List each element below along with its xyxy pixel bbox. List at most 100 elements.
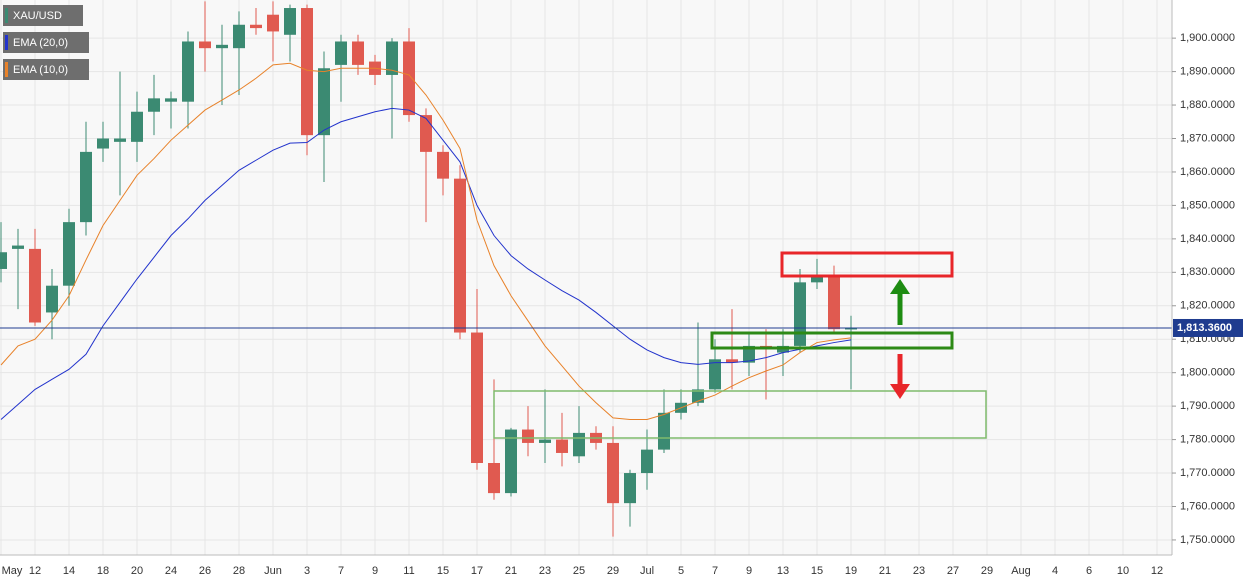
candle-body — [556, 439, 568, 453]
candle-body — [403, 41, 415, 116]
legend-label: EMA (10,0) — [13, 64, 68, 76]
candle-body — [726, 359, 738, 363]
candle-body — [692, 389, 704, 403]
candle-body — [335, 41, 347, 65]
candle-body — [352, 41, 364, 65]
candle-body — [794, 282, 806, 346]
x-tick-label: 17 — [471, 565, 483, 577]
y-tick-label: 1,770.0000 — [1180, 467, 1235, 479]
x-tick-label: 14 — [63, 565, 75, 577]
candle-body — [828, 275, 840, 330]
y-tick-label: 1,760.0000 — [1180, 500, 1235, 512]
candle-body — [97, 138, 109, 149]
x-tick-label: 21 — [505, 565, 517, 577]
candle-body — [318, 68, 330, 136]
candle-body — [216, 44, 228, 49]
last-price-label: 1,813.3600 — [1177, 322, 1232, 334]
x-tick-label: 6 — [1086, 565, 1092, 577]
candle-body — [301, 8, 313, 136]
x-tick-label: 4 — [1052, 565, 1058, 577]
last-price-box — [1173, 318, 1243, 337]
candle-body — [386, 41, 398, 75]
support-zone — [493, 390, 987, 439]
legend-label: EMA (20,0) — [13, 37, 68, 49]
candle-body — [709, 359, 721, 390]
candle-body — [148, 98, 160, 112]
candle-body — [488, 463, 500, 494]
candle-body — [114, 138, 126, 142]
y-tick-label: 1,890.0000 — [1180, 65, 1235, 77]
legend-swatch — [5, 35, 8, 50]
pivot-zone — [710, 331, 954, 350]
annotations — [493, 251, 987, 439]
candle-body — [454, 178, 466, 333]
resistance-zone — [780, 251, 954, 278]
x-tick-label: 10 — [1117, 565, 1129, 577]
x-tick-label: Jul — [640, 565, 654, 577]
candle-body — [641, 449, 653, 474]
candle-body — [233, 24, 245, 49]
y-tick-label: 1,880.0000 — [1180, 99, 1235, 111]
candle-body — [743, 345, 755, 363]
x-tick-label: Aug — [1011, 565, 1031, 577]
legend: XAU/USD EMA (20,0) EMA (10,0) — [3, 5, 89, 80]
y-tick-label: 1,820.0000 — [1180, 300, 1235, 312]
x-tick-label: 15 — [437, 565, 449, 577]
x-tick-label: 12 — [29, 565, 41, 577]
candle-body — [811, 275, 823, 283]
candle-body — [0, 252, 7, 269]
y-tick-label: 1,830.0000 — [1180, 266, 1235, 278]
candle-body — [199, 41, 211, 49]
x-tick-label: 3 — [304, 565, 310, 577]
x-tick-label: 13 — [777, 565, 789, 577]
candle-body — [607, 442, 619, 504]
y-tick-label: 1,850.0000 — [1180, 199, 1235, 211]
down-arrow-head — [890, 384, 910, 399]
candle-body — [267, 14, 279, 32]
x-tick-label: 28 — [233, 565, 245, 577]
candle-body — [46, 285, 58, 313]
candle-body — [182, 41, 194, 102]
legend-label: XAU/USD — [13, 10, 62, 22]
y-tick-label: 1,900.0000 — [1180, 32, 1235, 44]
candle-body — [131, 111, 143, 142]
candle-body — [12, 245, 24, 249]
plot-background — [0, 0, 1172, 555]
ema-line — [0, 107, 852, 420]
x-tick-label: 7 — [338, 565, 344, 577]
up-arrow-head — [890, 279, 910, 294]
x-tick-label: May — [2, 565, 23, 577]
x-tick-label: 11 — [403, 565, 414, 577]
x-tick-label: 20 — [131, 565, 143, 577]
y-tick-label: 1,780.0000 — [1180, 433, 1235, 445]
x-tick-label: 24 — [165, 565, 177, 577]
candle-body — [845, 327, 857, 330]
x-tick-label: 29 — [981, 565, 993, 577]
y-tick-label: 1,790.0000 — [1180, 400, 1235, 412]
candle-body — [80, 151, 92, 223]
x-tick-label: 27 — [947, 565, 959, 577]
candle-body — [624, 473, 636, 504]
x-tick-label: 23 — [539, 565, 551, 577]
y-tick-label: 1,840.0000 — [1180, 233, 1235, 245]
candle-body — [420, 115, 432, 152]
x-tick-label: 9 — [372, 565, 378, 577]
candle-body — [539, 439, 551, 443]
legend-box — [3, 59, 89, 80]
x-tick-label: 21 — [879, 565, 891, 577]
candle-body — [437, 151, 449, 179]
legend-box — [3, 5, 83, 26]
x-tick-label: 5 — [678, 565, 684, 577]
candle-body — [573, 432, 585, 457]
candle-body — [658, 412, 670, 450]
ema-line — [0, 62, 852, 421]
x-tick-label: 15 — [811, 565, 823, 577]
candle-body — [284, 8, 296, 35]
x-tick-label: 23 — [913, 565, 925, 577]
x-tick-label: 12 — [1151, 565, 1163, 577]
x-tick-label: Jun — [264, 565, 282, 577]
y-tick-label: 1,750.0000 — [1180, 534, 1235, 546]
candle-body — [505, 429, 517, 494]
y-tick-label: 1,860.0000 — [1180, 166, 1235, 178]
